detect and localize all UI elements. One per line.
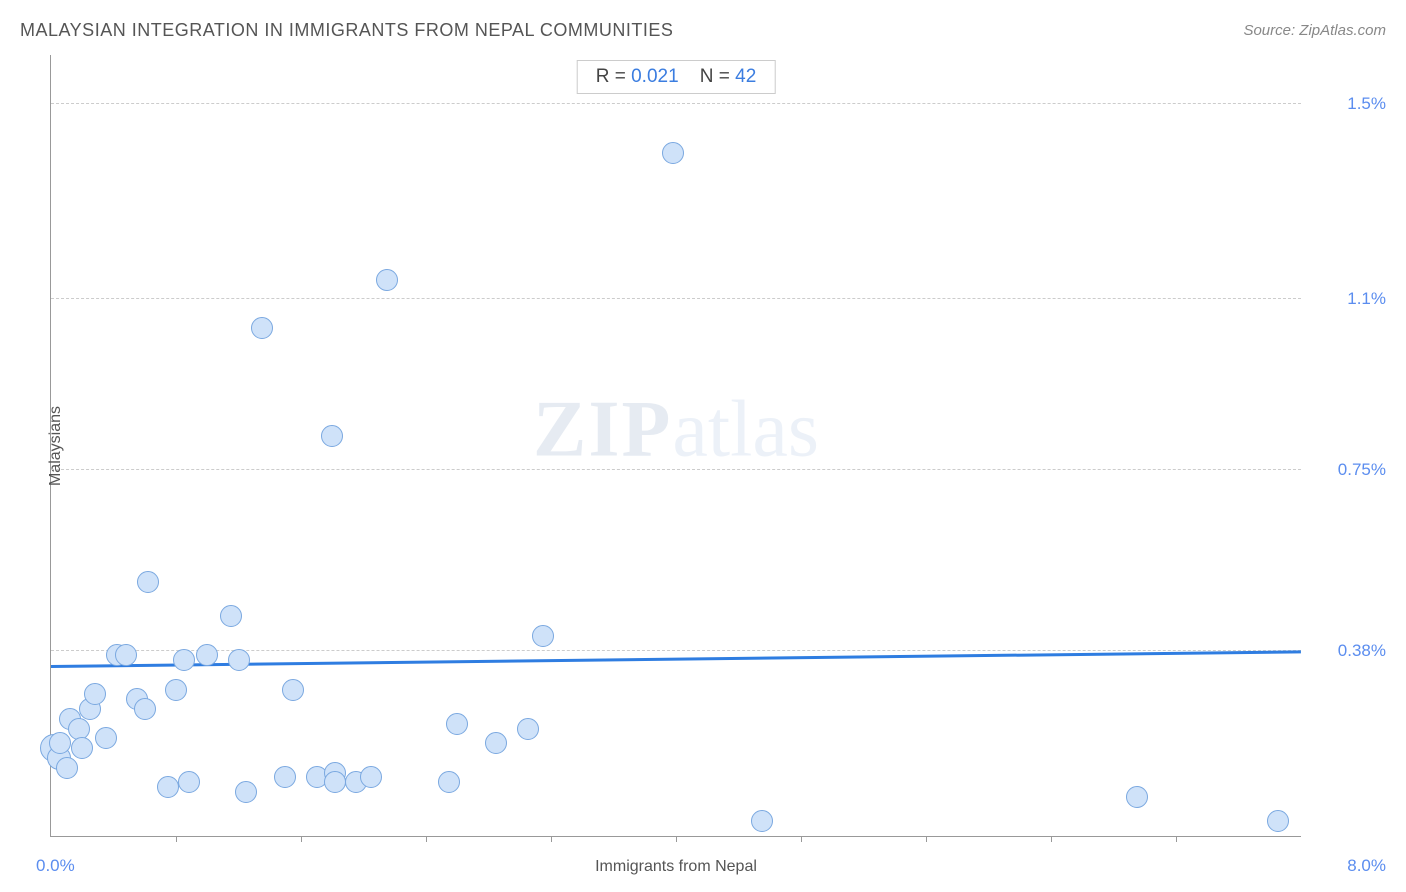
x-tick xyxy=(676,836,677,842)
y-tick-label: 0.75% xyxy=(1311,460,1386,480)
chart-title: MALAYSIAN INTEGRATION IN IMMIGRANTS FROM… xyxy=(20,20,673,41)
scatter-chart: R = 0.021 N = 42 ZIPatlas Malaysians Imm… xyxy=(50,55,1301,837)
data-point xyxy=(376,269,398,291)
data-point xyxy=(274,766,296,788)
data-point xyxy=(517,718,539,740)
x-tick xyxy=(1176,836,1177,842)
data-point xyxy=(196,644,218,666)
y-tick-label: 1.1% xyxy=(1311,289,1386,309)
data-point xyxy=(157,776,179,798)
x-tick xyxy=(801,836,802,842)
x-tick xyxy=(426,836,427,842)
data-point xyxy=(71,737,93,759)
x-tick xyxy=(301,836,302,842)
data-point xyxy=(360,766,382,788)
data-point xyxy=(751,810,773,832)
watermark: ZIPatlas xyxy=(533,384,819,475)
data-point xyxy=(228,649,250,671)
data-point xyxy=(137,571,159,593)
n-value: 42 xyxy=(735,66,756,87)
data-point xyxy=(532,625,554,647)
r-value: 0.021 xyxy=(631,66,679,87)
x-min-label: 0.0% xyxy=(36,856,75,876)
x-max-label: 8.0% xyxy=(1347,856,1386,876)
data-point xyxy=(662,142,684,164)
data-point xyxy=(220,605,242,627)
data-point xyxy=(282,679,304,701)
stats-box: R = 0.021 N = 42 xyxy=(577,60,776,94)
gridline xyxy=(51,103,1301,104)
data-point xyxy=(235,781,257,803)
data-point xyxy=(165,679,187,701)
x-axis-label: Immigrants from Nepal xyxy=(595,858,757,876)
gridline xyxy=(51,469,1301,470)
y-tick-label: 0.38% xyxy=(1311,641,1386,661)
data-point xyxy=(485,732,507,754)
data-point xyxy=(178,771,200,793)
data-point xyxy=(324,771,346,793)
x-tick xyxy=(926,836,927,842)
source-text: Source: ZipAtlas.com xyxy=(1243,22,1386,39)
data-point xyxy=(1267,810,1289,832)
data-point xyxy=(95,727,117,749)
data-point xyxy=(251,317,273,339)
x-tick xyxy=(176,836,177,842)
data-point xyxy=(134,698,156,720)
x-tick xyxy=(551,836,552,842)
data-point xyxy=(446,713,468,735)
x-tick xyxy=(1051,836,1052,842)
data-point xyxy=(173,649,195,671)
data-point xyxy=(84,683,106,705)
data-point xyxy=(49,732,71,754)
data-point xyxy=(321,425,343,447)
data-point xyxy=(56,757,78,779)
y-tick-label: 1.5% xyxy=(1311,94,1386,114)
data-point xyxy=(1126,786,1148,808)
data-point xyxy=(68,718,90,740)
r-label: R = xyxy=(596,66,631,87)
y-axis-label: Malaysians xyxy=(47,405,65,485)
data-point xyxy=(438,771,460,793)
data-point xyxy=(115,644,137,666)
gridline xyxy=(51,298,1301,299)
n-label: N = xyxy=(700,66,735,87)
